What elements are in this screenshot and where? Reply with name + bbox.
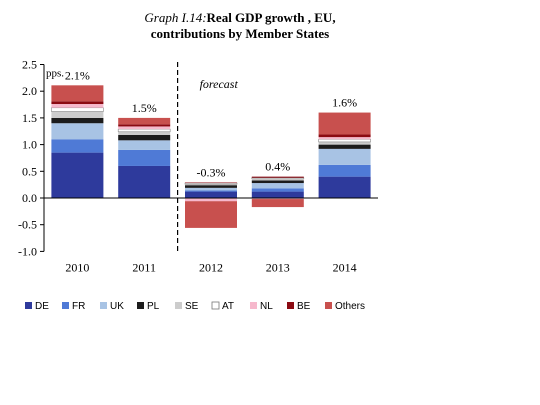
bar-segment-at-2014: [318, 138, 371, 143]
bar-segment-se-2012: [185, 184, 237, 186]
bar-segment-others-2012: [185, 201, 237, 228]
bar-segment-nl-2012: [185, 198, 237, 202]
y-tick-label: 0.5: [22, 164, 37, 178]
y-tick-label: 0.0: [22, 191, 37, 205]
legend-label-at: AT: [222, 301, 234, 312]
bar-segment-se-2010: [51, 111, 104, 118]
bar-segment-uk-2010: [51, 123, 104, 140]
x-tick-label-2011: 2011: [132, 260, 156, 274]
bar-segment-pl-2013: [251, 180, 304, 184]
forecast-label: forecast: [200, 77, 239, 91]
bar-segment-se-2013: [251, 178, 304, 181]
total-label-2010: 2.1%: [65, 68, 90, 82]
x-tick-label-2013: 2013: [266, 260, 290, 274]
bar-segment-de-2013: [251, 191, 304, 198]
legend-label-uk: UK: [110, 301, 124, 312]
x-tick-label-2010: 2010: [65, 260, 89, 274]
bar-segment-others-2011: [118, 117, 171, 125]
y-tick-label: 1.5: [22, 111, 37, 125]
bar-segment-de-2014: [318, 176, 371, 198]
bar-segment-nl-2010: [51, 104, 104, 108]
bar-segment-be-2014: [318, 134, 371, 138]
y-tick-label: 2.5: [22, 58, 37, 72]
bar-segment-uk-2013: [251, 183, 304, 189]
chart-title: Graph I.14:Real GDP growth , EU, contrib…: [60, 10, 420, 42]
bar-segment-nl-2013: [251, 198, 304, 200]
x-tick-label-2012: 2012: [199, 260, 223, 274]
legend-swatch-pl: [137, 302, 144, 309]
y-tick-label: 1.0: [22, 138, 37, 152]
bar-segment-pl-2014: [318, 144, 371, 149]
legend-label-nl: NL: [260, 301, 273, 312]
x-tick-label-2014: 2014: [333, 260, 357, 274]
bar-segment-uk-2014: [318, 148, 371, 165]
bar-segment-uk-2011: [118, 140, 171, 150]
total-label-2012: -0.3%: [197, 166, 226, 180]
y-tick-label: -1.0: [18, 244, 37, 258]
bar-segment-fr-2010: [51, 139, 104, 153]
bar-segment-be-2011: [118, 124, 171, 127]
bar-segment-de-2011: [118, 165, 171, 198]
bar-segment-fr-2012: [185, 190, 237, 192]
bar-segment-de-2010: [51, 152, 104, 198]
y-tick-label: -0.5: [18, 218, 37, 232]
bar-segment-at-2010: [51, 107, 104, 112]
legend-swatch-uk: [100, 302, 107, 309]
chart-title-prefix: Graph I.14:: [144, 10, 207, 25]
legend-swatch-se: [175, 302, 182, 309]
bar-segment-de-2012: [185, 191, 237, 198]
bar-segment-be-2012: [185, 182, 237, 184]
legend-swatch-be: [287, 302, 294, 309]
bar-segment-pl-2012: [185, 185, 237, 188]
bar-segment-others-2014: [318, 112, 371, 135]
legend-label-se: SE: [185, 301, 199, 312]
legend-swatch-nl: [250, 302, 257, 309]
legend-label-pl: PL: [147, 301, 160, 312]
legend-label-de: DE: [35, 301, 49, 312]
bar-segment-others-2013: [251, 199, 304, 208]
bar-segment-fr-2011: [118, 149, 171, 166]
y-unit-label: pps.: [46, 68, 64, 80]
total-label-2011: 1.5%: [132, 101, 157, 115]
bar-segment-at-2011: [117, 128, 171, 133]
bar-segment-nl-2014: [318, 137, 371, 140]
chart-title-line2: contributions by Member States: [150, 26, 330, 41]
bar-segment-others-2010: [51, 85, 104, 102]
bar-segment-at-2012: [184, 182, 238, 185]
legend-label-fr: FR: [72, 301, 85, 312]
bar-segment-be-2010: [51, 101, 104, 105]
total-label-2013: 0.4%: [265, 160, 290, 174]
legend-label-others: Others: [335, 301, 365, 312]
y-tick-label: 2.0: [22, 84, 37, 98]
legend-swatch-de: [25, 302, 32, 309]
bar-segment-uk-2012: [185, 187, 237, 191]
bar-segment-fr-2014: [318, 164, 371, 177]
legend-swatch-others: [325, 302, 332, 309]
bar-segment-pl-2010: [51, 117, 104, 124]
bar-segment-fr-2013: [251, 188, 304, 192]
bar-segment-be-2013: [251, 176, 304, 178]
total-label-2014: 1.6%: [332, 96, 357, 110]
legend-label-be: BE: [297, 301, 311, 312]
legend-swatch-fr: [62, 302, 69, 309]
bar-segment-nl-2011: [118, 126, 171, 130]
chart-title-line1: Real GDP growth , EU,: [206, 10, 336, 25]
bar-segment-pl-2011: [118, 134, 171, 141]
bar-segment-se-2011: [118, 131, 171, 135]
legend-swatch-at: [211, 301, 220, 310]
bar-segment-se-2014: [318, 141, 371, 145]
bar-segment-at-2013: [251, 177, 305, 180]
